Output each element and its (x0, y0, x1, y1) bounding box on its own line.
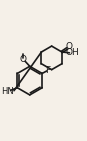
Text: O: O (65, 42, 72, 51)
Text: O: O (19, 55, 27, 64)
Text: HN: HN (1, 87, 14, 96)
Text: OH: OH (66, 48, 80, 57)
Text: F: F (46, 66, 51, 75)
